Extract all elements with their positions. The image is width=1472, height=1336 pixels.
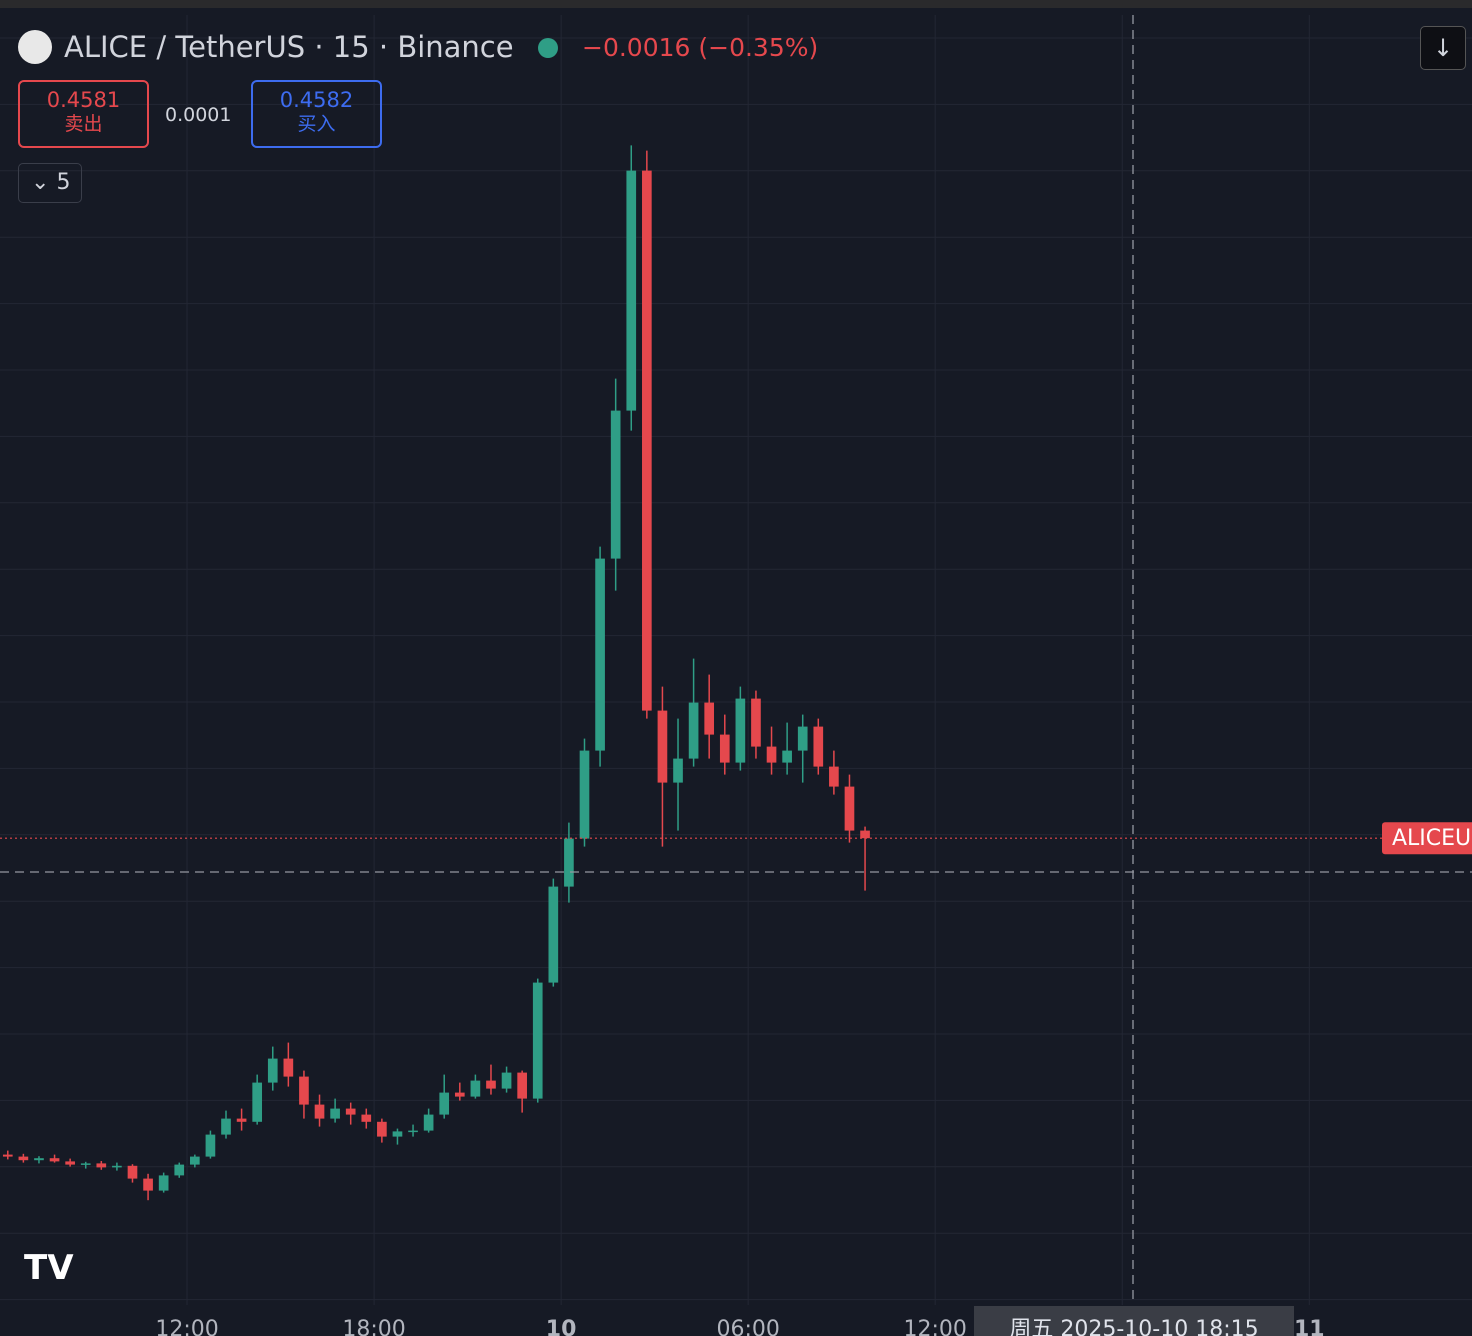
scroll-button[interactable]: ↓ [1420,26,1466,70]
sell-label: 卖出 [64,113,103,135]
candle-body [579,750,590,839]
candle-body [501,1072,512,1089]
candle-body [34,1158,44,1161]
candle-body [377,1121,387,1137]
candle-body [751,698,761,747]
candle-body [49,1158,60,1162]
candle-body [267,1058,278,1083]
candle-body [96,1163,107,1168]
buy-price: 0.4582 [279,88,354,112]
candle-body [564,838,574,887]
sell-button[interactable]: 0.4581 卖出 [18,80,149,148]
symbol-icon [18,30,52,64]
candle-body [626,170,637,411]
candle-body [704,702,715,735]
last-price-tag [1382,822,1472,855]
candle-body [299,1076,309,1105]
indicator-toggle[interactable]: ⌄ 5 [18,163,82,203]
crosshair-tag [974,1306,1294,1336]
candle-body [221,1118,231,1135]
candle-body [2,1154,13,1157]
candle-body [782,750,792,763]
candle-body [283,1058,294,1077]
candle-body [673,758,683,783]
x-tick-label: 06:00 [716,1317,779,1336]
buy-label: 买入 [297,113,336,135]
candle-body [532,982,543,1099]
symbol-title[interactable]: ALICE / TetherUS · 15 · Binance [64,30,514,64]
candle-body [18,1156,29,1161]
x-tick-label: 12:00 [903,1317,966,1336]
candle-body [174,1164,185,1176]
candle-body [829,766,839,787]
candle-body [112,1165,122,1168]
x-tick-label: 12:00 [155,1317,218,1336]
top-bar [0,0,1472,8]
candle-body [610,410,621,559]
candle-body [642,170,652,711]
status-dot [538,38,558,58]
candle-body [860,830,870,839]
candle-body [657,710,668,783]
candle-body [797,726,808,751]
candle-body [314,1104,325,1119]
spread: 0.0001 [165,104,232,126]
candle-body [735,698,746,763]
candle-body [719,734,730,763]
candle-body [127,1165,138,1179]
candle-body [143,1178,153,1191]
candle-body [813,726,824,767]
candle-body [408,1130,418,1133]
candle-body [252,1082,263,1122]
candle-body [470,1080,481,1097]
candle-body [158,1175,169,1191]
candle-body [330,1108,340,1119]
candle-body [65,1161,75,1165]
price-change: −0.0016 (−0.35%) [582,33,819,62]
candle-body [361,1114,372,1122]
x-tick-label: 11 [1294,1317,1325,1336]
candle-body [392,1131,403,1137]
sell-price: 0.4581 [46,88,121,112]
candle-body [517,1072,527,1099]
candle-body [486,1080,496,1089]
candle-body [844,786,855,831]
logo: TV [24,1248,74,1288]
candle-body [205,1134,216,1157]
candle-body [190,1156,200,1165]
candle-body [236,1118,247,1122]
x-tick-label: 10 [546,1317,577,1336]
candle-body [548,886,559,983]
last-price-label: ALICEU [1392,826,1471,851]
crosshair-label: 周五 2025-10-10 18:15 [1009,1317,1258,1336]
candle-body [688,702,699,759]
candle-body [454,1092,465,1097]
candle-body [345,1108,356,1115]
candle-body [80,1163,91,1165]
buy-button[interactable]: 0.4582 买入 [251,80,382,148]
candle-body [423,1114,434,1131]
candle-body [439,1092,450,1115]
candle-body [766,746,777,763]
x-tick-label: 18:00 [342,1317,405,1336]
indicator-count: 5 [56,170,71,195]
candle-body [595,558,605,751]
